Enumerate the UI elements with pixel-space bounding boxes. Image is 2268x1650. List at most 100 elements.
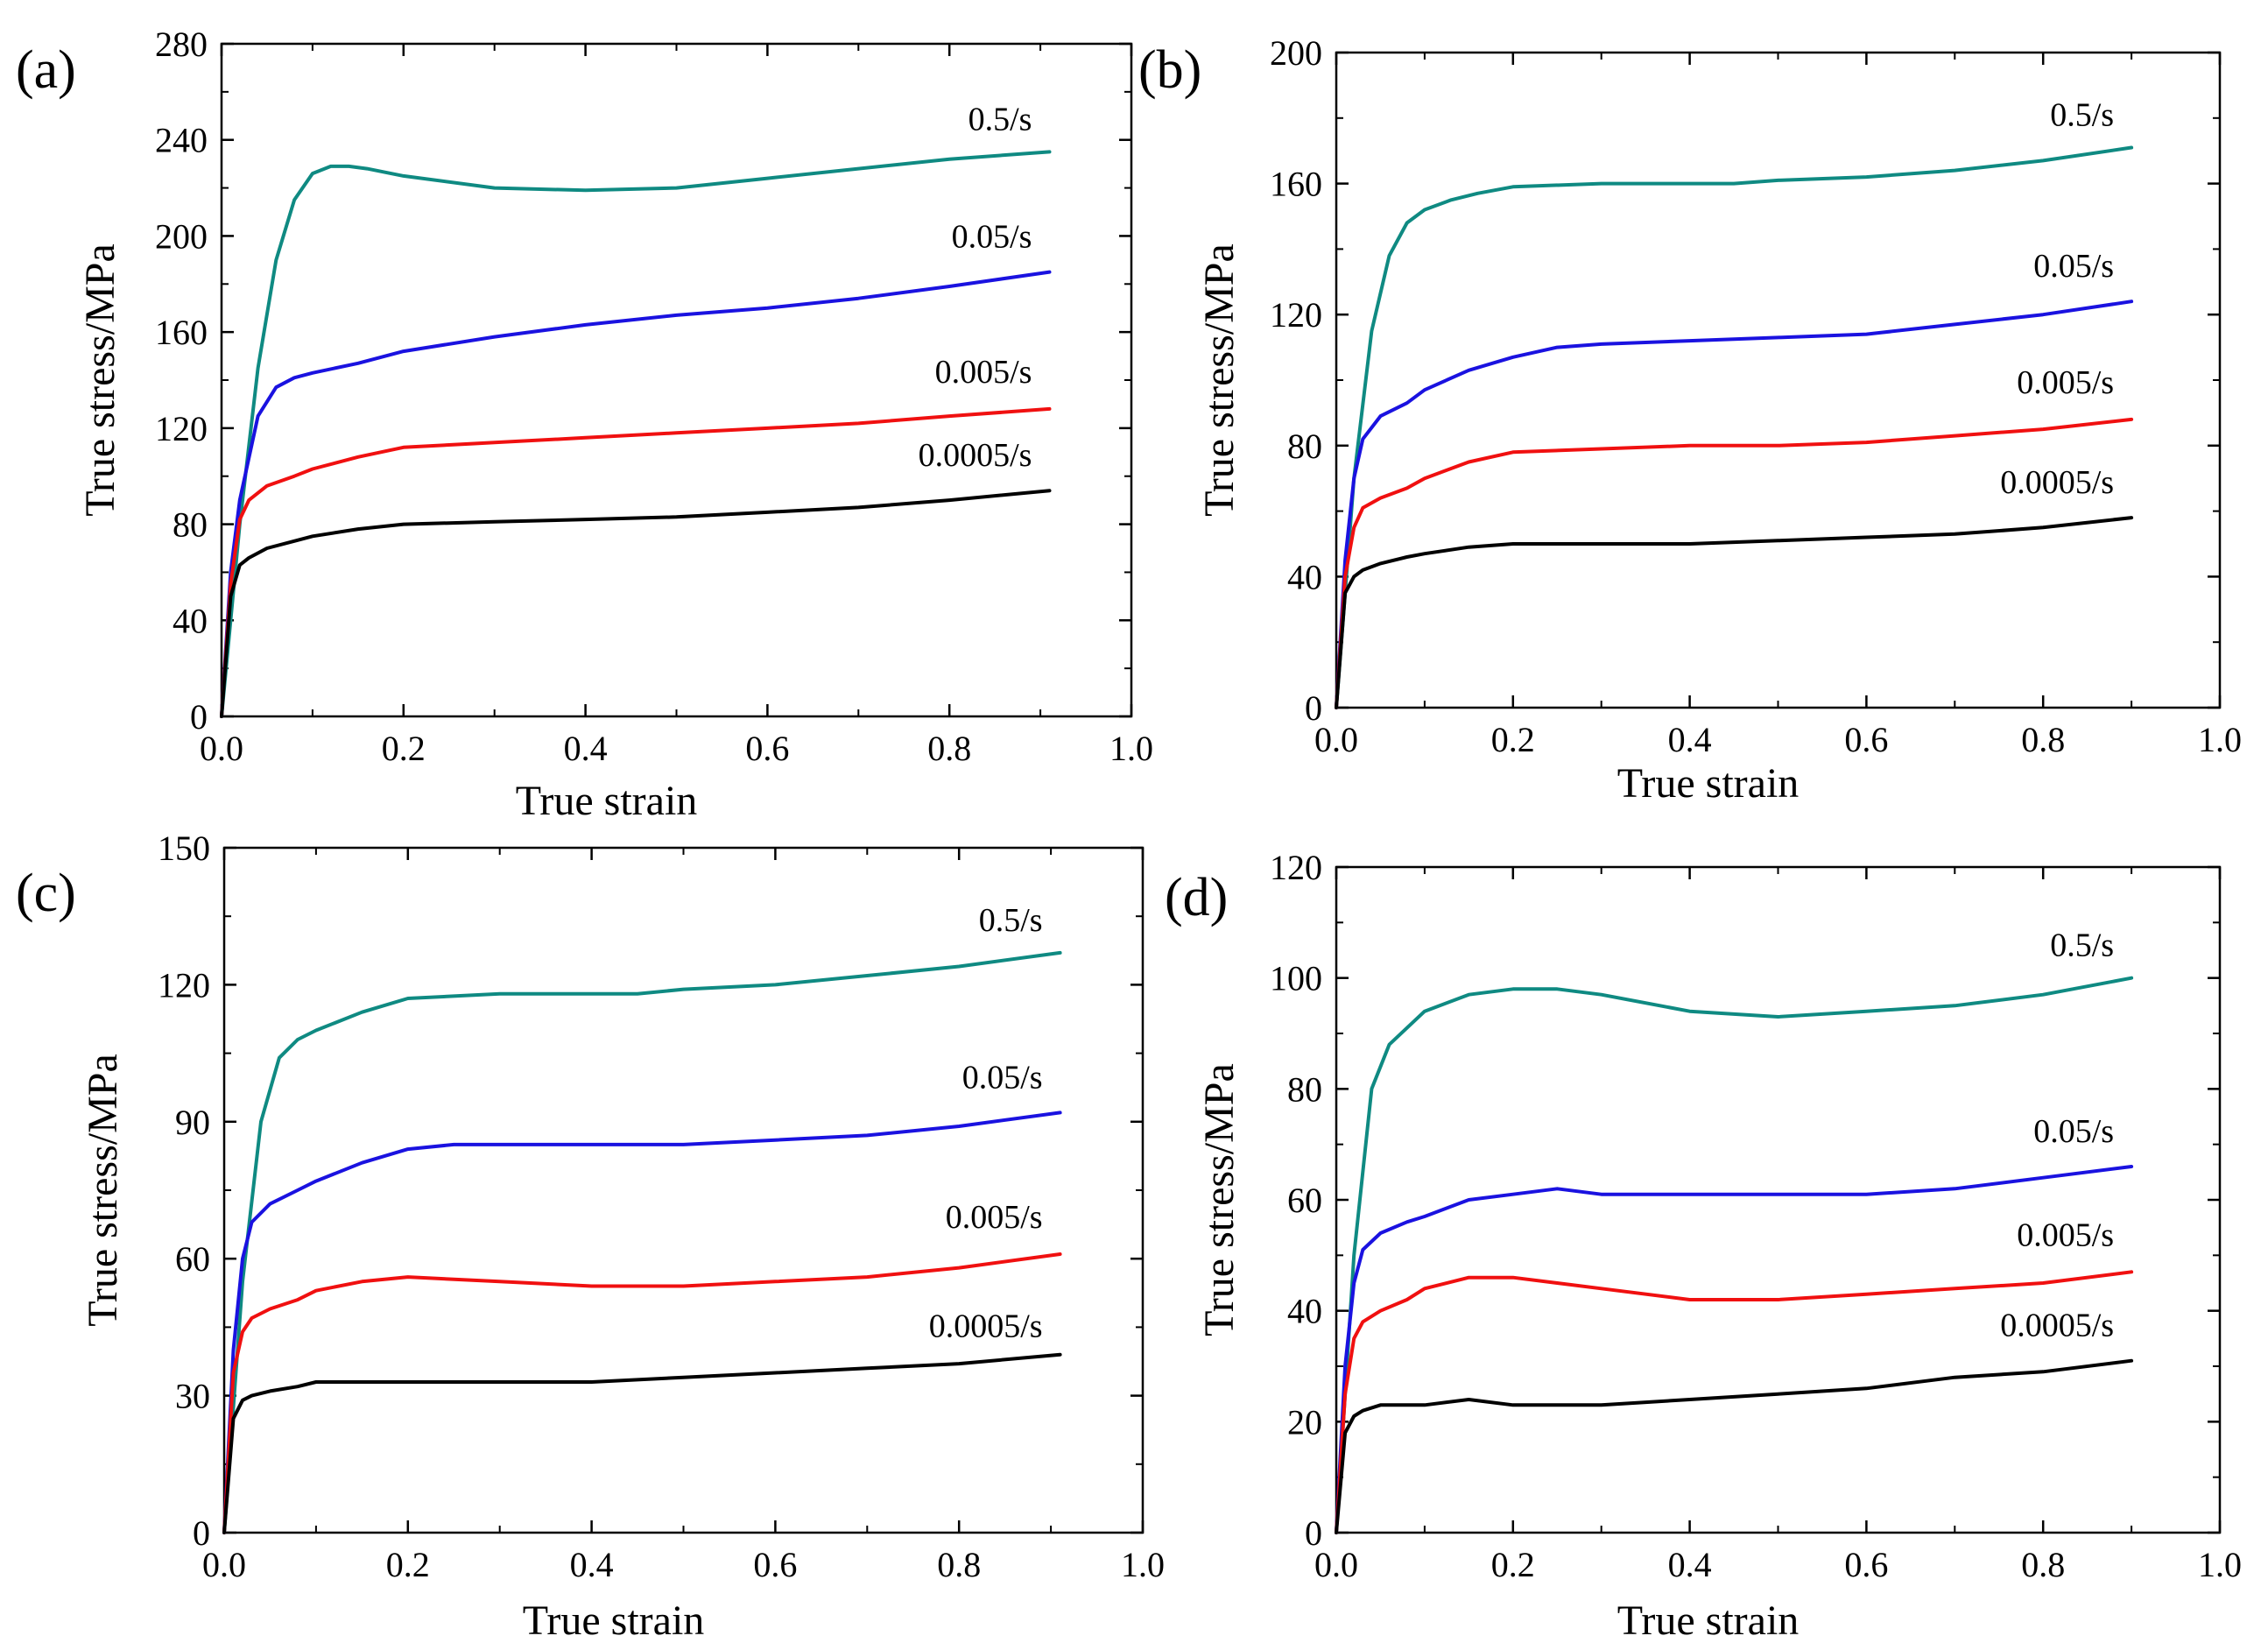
series-line-00005s xyxy=(1335,516,2134,709)
x-tick-label: 0.0 xyxy=(1314,1545,1358,1584)
x-tick-label: 0.0 xyxy=(202,1545,246,1584)
x-tick-label: 1.0 xyxy=(1109,729,1153,768)
series-line-05s xyxy=(220,150,1052,718)
x-tick-label: 0.4 xyxy=(564,729,608,768)
series-line-0005s xyxy=(1335,417,2134,709)
y-axis-title: True stress/MPa xyxy=(1196,1063,1243,1336)
series-line-05s xyxy=(222,950,1062,1534)
x-tick-label: 0.4 xyxy=(1668,720,1712,759)
y-axis-title: True stress/MPa xyxy=(80,1054,126,1327)
chart-panel-d: 0.0 0.2 0.4 0.6 0.8 1.0 0 20 40 60 80 100 120 True st… xyxy=(1165,848,2242,1644)
y-tick-label: 0 xyxy=(1305,688,1322,728)
series-label: 0.0005/s xyxy=(2000,1308,2114,1344)
y-tick-label: 100 xyxy=(1270,959,1322,998)
y-tick-label: 200 xyxy=(1270,33,1322,73)
y-tick-label: 0 xyxy=(190,697,208,737)
series-label: 0.05/s xyxy=(2033,1113,2114,1150)
y-tick-label: 40 xyxy=(1287,557,1322,596)
x-tick-label: 0.0 xyxy=(200,729,243,768)
x-tick-label: 0.2 xyxy=(1491,720,1535,759)
y-axis-title: True stress/MPa xyxy=(1196,243,1243,517)
series-line-0005s xyxy=(1335,1270,2134,1534)
y-tick-label: 80 xyxy=(1287,1069,1322,1109)
series-label: 0.0005/s xyxy=(2000,464,2114,501)
series-label: 0.005/s xyxy=(946,1199,1043,1236)
y-tick-label: 60 xyxy=(1287,1181,1322,1220)
x-tick-label: 0.6 xyxy=(753,1545,797,1584)
y-axis-title: True stress/MPa xyxy=(77,243,123,517)
x-tick-label: 0.6 xyxy=(1844,720,1888,759)
chart-panel-c: 0.0 0.2 0.4 0.6 0.8 1.0 0 30 60 90 120 150 True stra… xyxy=(16,829,1165,1644)
series-label: 0.0005/s xyxy=(919,437,1032,474)
x-tick-label: 0.0 xyxy=(1314,720,1358,759)
y-tick-label: 80 xyxy=(1287,427,1322,466)
series-label: 0.05/s xyxy=(952,219,1032,256)
series-label: 0.05/s xyxy=(2033,248,2114,285)
series-line-00005s xyxy=(1335,1358,2134,1534)
x-axis-title: True strain xyxy=(1617,1597,1800,1644)
panel-label: (d) xyxy=(1165,868,1228,927)
series-line-005s xyxy=(1335,300,2134,709)
y-tick-label: 20 xyxy=(1287,1402,1322,1442)
series-label: 0.0005/s xyxy=(929,1308,1043,1345)
y-tick-label: 240 xyxy=(155,121,208,160)
panel-label: (b) xyxy=(1138,40,1201,100)
series-label: 0.5/s xyxy=(2050,927,2114,964)
y-tick-label: 80 xyxy=(173,505,208,545)
series-label: 0.005/s xyxy=(2017,1216,2114,1253)
y-tick-label: 0 xyxy=(1305,1513,1322,1553)
x-tick-label: 0.2 xyxy=(382,729,426,768)
chart-panel-a: 0.0 0.2 0.4 0.6 0.8 1.0 0 40 80 120 160 200 240 280 Tr… xyxy=(16,25,1153,824)
x-axis-title: True strain xyxy=(523,1597,705,1644)
series-label: 0.05/s xyxy=(962,1059,1043,1096)
series-label: 0.5/s xyxy=(2050,96,2114,133)
x-tick-label: 0.4 xyxy=(570,1545,614,1584)
y-tick-label: 200 xyxy=(155,216,208,256)
y-tick-label: 30 xyxy=(175,1377,210,1416)
y-tick-label: 120 xyxy=(1270,848,1322,887)
y-tick-label: 40 xyxy=(1287,1292,1322,1331)
series-line-05s xyxy=(1335,976,2134,1534)
y-tick-label: 60 xyxy=(175,1239,210,1279)
y-tick-label: 150 xyxy=(158,829,210,868)
y-tick-label: 120 xyxy=(1270,295,1322,335)
x-axis-title: True strain xyxy=(1617,760,1800,807)
series-label: 0.005/s xyxy=(935,354,1032,391)
series-label: 0.005/s xyxy=(2017,364,2114,401)
series-line-005s xyxy=(222,1111,1062,1534)
x-axis-title: True strain xyxy=(516,778,698,824)
series-line-0005s xyxy=(222,1252,1062,1534)
x-tick-label: 0.8 xyxy=(937,1545,981,1584)
y-tick-label: 0 xyxy=(193,1513,210,1553)
x-tick-label: 0.6 xyxy=(745,729,789,768)
chart-panel-b: 0.0 0.2 0.4 0.6 0.8 1.0 0 40 80 120 160 200 True str… xyxy=(1138,33,2242,807)
y-tick-label: 280 xyxy=(155,25,208,64)
x-tick-label: 1.0 xyxy=(2198,1545,2242,1584)
plot-frame xyxy=(222,846,1145,1534)
y-tick-label: 160 xyxy=(1270,165,1322,204)
x-tick-label: 0.2 xyxy=(386,1545,430,1584)
x-tick-label: 1.0 xyxy=(2198,720,2242,759)
x-tick-label: 1.0 xyxy=(1121,1545,1165,1584)
x-tick-label: 0.6 xyxy=(1844,1545,1888,1584)
y-tick-label: 160 xyxy=(155,313,208,352)
y-tick-label: 90 xyxy=(175,1103,210,1142)
series-label: 0.5/s xyxy=(979,902,1043,939)
series-line-00005s xyxy=(220,489,1052,718)
x-tick-label: 0.4 xyxy=(1668,1545,1712,1584)
x-tick-label: 0.8 xyxy=(2021,720,2065,759)
x-tick-label: 0.8 xyxy=(927,729,971,768)
panel-label: (c) xyxy=(16,864,76,923)
series-line-005s xyxy=(220,270,1052,718)
panel-label: (a) xyxy=(16,40,76,100)
series-line-00005s xyxy=(222,1352,1062,1534)
x-tick-label: 0.8 xyxy=(2021,1545,2065,1584)
y-tick-label: 120 xyxy=(158,965,210,1005)
series-line-005s xyxy=(1335,1165,2134,1534)
series-label: 0.5/s xyxy=(968,101,1032,138)
y-tick-label: 40 xyxy=(173,601,208,640)
x-tick-label: 0.2 xyxy=(1491,1545,1535,1584)
series-line-05s xyxy=(1335,145,2134,709)
y-tick-label: 120 xyxy=(155,409,208,448)
